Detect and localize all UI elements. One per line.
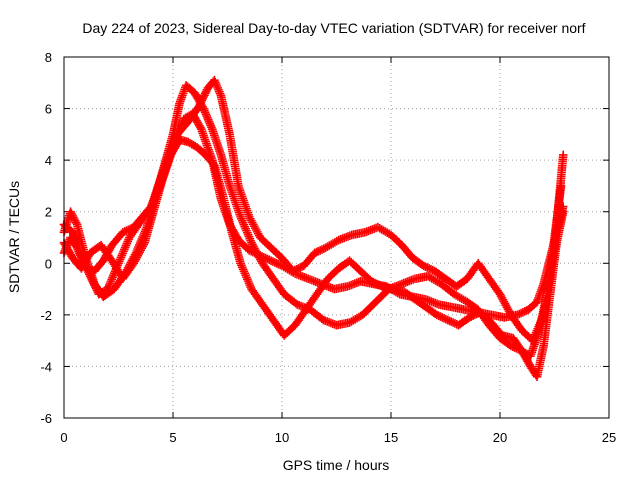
point-layer <box>59 75 568 382</box>
series-trace-1 <box>59 109 568 322</box>
y-tick-label: 4 <box>45 153 52 168</box>
y-tick-label: 0 <box>45 256 52 271</box>
x-tick-label: 20 <box>493 430 507 445</box>
x-axis-label: GPS time / hours <box>283 457 390 473</box>
data-point <box>558 207 568 217</box>
y-tick-label: -4 <box>40 359 52 374</box>
y-tick-label: 8 <box>45 50 52 65</box>
plot-frame <box>63 56 610 419</box>
data-point <box>558 150 568 160</box>
x-tick-label: 25 <box>602 430 616 445</box>
x-tick-label: 10 <box>275 430 289 445</box>
y-tick-label: 2 <box>45 205 52 220</box>
x-tick-label: 0 <box>60 430 67 445</box>
y-tick-label: 6 <box>45 102 52 117</box>
series-trace-4 <box>59 135 568 382</box>
y-axis-label: SDTVAR / TECUs <box>6 181 22 293</box>
y-tick-label: -6 <box>40 411 52 426</box>
x-tick-label: 15 <box>384 430 398 445</box>
y-tick-label: -2 <box>40 308 52 323</box>
x-tick-label: 5 <box>169 430 176 445</box>
grid-layer <box>64 57 609 418</box>
series-trace-3 <box>59 75 568 345</box>
chart-title: Day 224 of 2023, Sidereal Day-to-day VTE… <box>82 20 585 36</box>
